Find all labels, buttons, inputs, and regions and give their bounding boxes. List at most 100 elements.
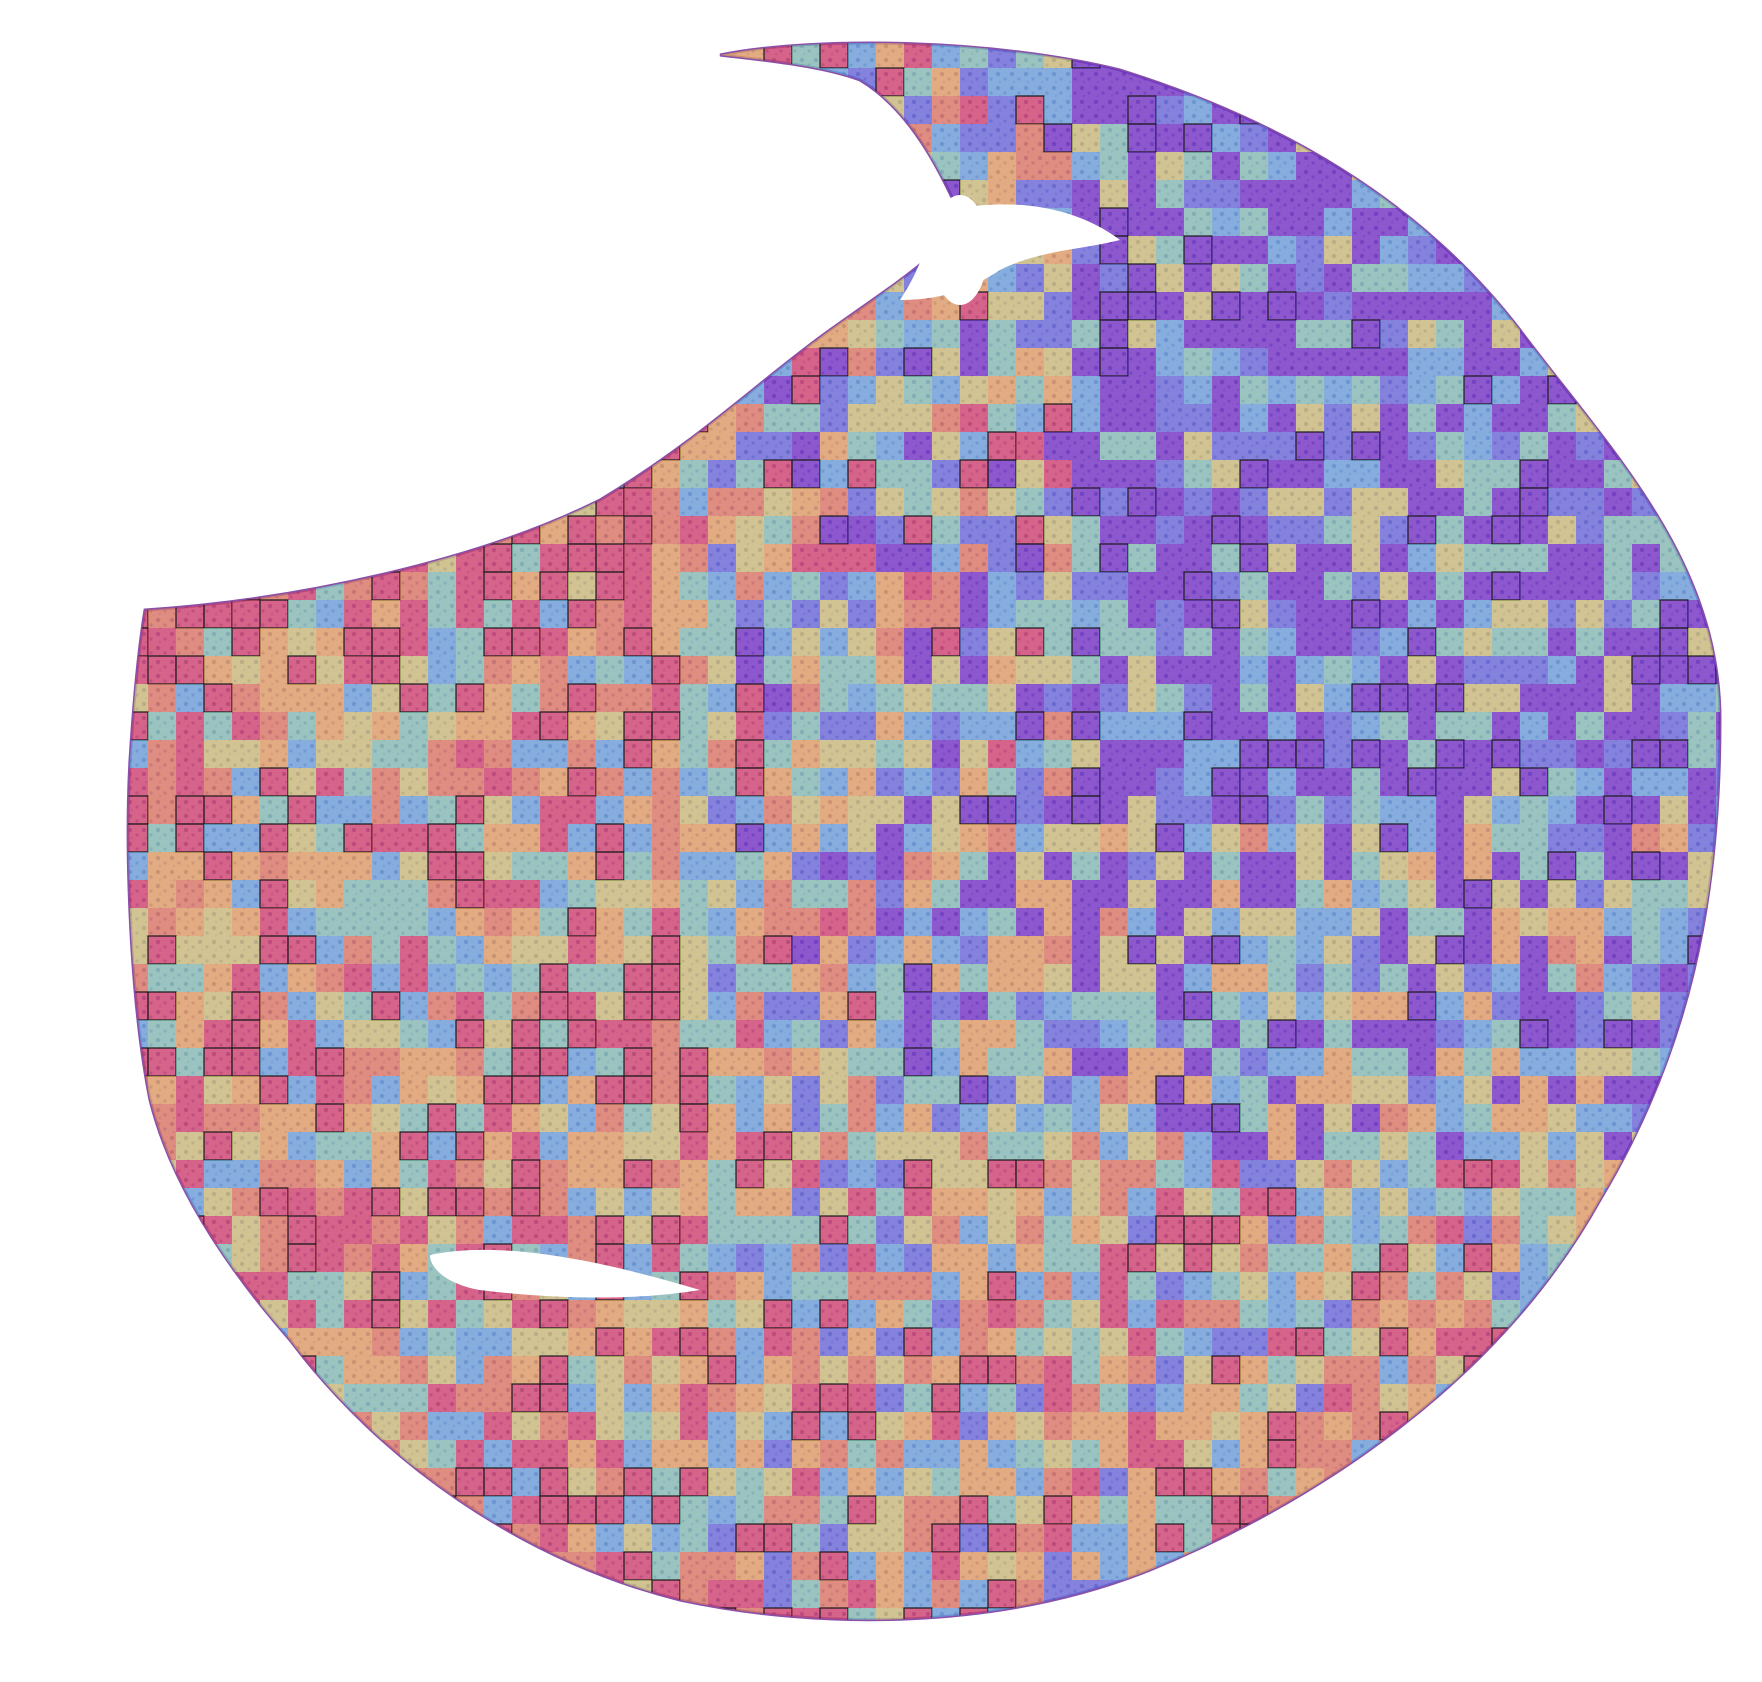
heatmap-tile [1212,180,1240,208]
highlighted-tile [203,67,233,97]
highlighted-tile [623,459,653,489]
heatmap-tile [400,1580,428,1608]
heatmap-tile [1520,852,1548,880]
heatmap-tile [1156,544,1184,572]
heatmap-tile [400,656,428,684]
heatmap-tile [1548,1048,1576,1076]
heatmap-tile [848,544,876,572]
heatmap-tile [736,712,764,740]
heatmap-tile [1520,68,1548,96]
heatmap-tile [148,852,176,880]
heatmap-tile [1352,488,1380,516]
heatmap-tile [1688,1552,1716,1580]
heatmap-tile [1464,1328,1492,1356]
heatmap-tile [848,96,876,124]
heatmap-tile [1464,292,1492,320]
heatmap-tile [540,908,568,936]
heatmap-tile [1436,1412,1464,1440]
highlighted-tile [1239,459,1269,489]
heatmap-tile [1548,1188,1576,1216]
heatmap-tile [1604,656,1632,684]
heatmap-tile [1604,1608,1632,1620]
heatmap-tile [176,1244,204,1272]
heatmap-tile [1576,1384,1604,1412]
heatmap-tile [876,544,904,572]
heatmap-tile [260,852,288,880]
heatmap-tile [1128,460,1156,488]
highlighted-tile [987,1523,1017,1553]
heatmap-tile [428,1384,456,1412]
heatmap-tile [288,236,316,264]
highlighted-tile [1183,1467,1213,1497]
heatmap-tile [344,348,372,376]
heatmap-tile [624,1608,652,1620]
heatmap-tile [1240,488,1268,516]
heatmap-tile [624,908,652,936]
heatmap-tile [876,376,904,404]
heatmap-tile [1632,292,1660,320]
heatmap-tile [1324,43,1352,68]
highlighted-tile [1211,1215,1241,1245]
highlighted-tile [595,179,625,209]
heatmap-tile [1548,320,1576,348]
highlighted-tile [315,1103,345,1133]
heatmap-tile [1716,1384,1721,1412]
highlighted-tile [1603,1551,1633,1581]
heatmap-tile [484,824,512,852]
heatmap-tile [1156,404,1184,432]
heatmap-tile [1436,1244,1464,1272]
heatmap-tile [904,208,932,236]
heatmap-tile [148,208,176,236]
heatmap-tile [1296,1636,1324,1664]
heatmap-tile [876,1160,904,1188]
heatmap-tile [1044,43,1072,68]
heatmap-tile [344,404,372,432]
heatmap-tile [596,1104,624,1132]
heatmap-tile [1212,236,1240,264]
heatmap-tile [1688,1188,1716,1216]
heatmap-tile [988,824,1016,852]
heatmap-tile [1072,1356,1100,1384]
highlighted-tile [128,403,149,433]
heatmap-tile [1016,1496,1044,1524]
heatmap-tile [1184,1104,1212,1132]
heatmap-tile [1604,1524,1632,1552]
highlighted-tile [679,1467,709,1497]
heatmap-tile [288,488,316,516]
heatmap-tile [680,824,708,852]
heatmap-tile [148,1216,176,1244]
heatmap-tile [988,656,1016,684]
heatmap-tile [1660,1608,1688,1620]
heatmap-tile [400,1272,428,1300]
heatmap-tile [1436,292,1464,320]
heatmap-tile [624,488,652,516]
heatmap-tile [1240,1132,1268,1160]
heatmap-tile [988,96,1016,124]
heatmap-tile [1660,824,1688,852]
heatmap-tile [1632,1440,1660,1468]
heatmap-tile [1380,628,1408,656]
heatmap-tile [792,1496,820,1524]
heatmap-tile [1716,1468,1721,1496]
heatmap-tile [1436,572,1464,600]
highlighted-tile [847,1411,877,1441]
heatmap-tile [1016,992,1044,1020]
heatmap-tile [876,432,904,460]
heatmap-tile [1408,1524,1436,1552]
highlighted-tile [259,599,289,629]
heatmap-tile [960,936,988,964]
heatmap-tile [176,1048,204,1076]
heatmap-tile [568,1160,596,1188]
heatmap-tile [1660,880,1688,908]
heatmap-tile [1660,1104,1688,1132]
heatmap-tile [456,964,484,992]
heatmap-tile [1100,964,1128,992]
heatmap-tile [1520,516,1548,544]
highlighted-tile [1491,1607,1521,1620]
heatmap-tile [820,124,848,152]
heatmap-tile [848,1468,876,1496]
highlighted-tile [371,571,401,601]
highlighted-tile [343,627,373,657]
heatmap-tile [1688,376,1716,404]
heatmap-tile [764,320,792,348]
